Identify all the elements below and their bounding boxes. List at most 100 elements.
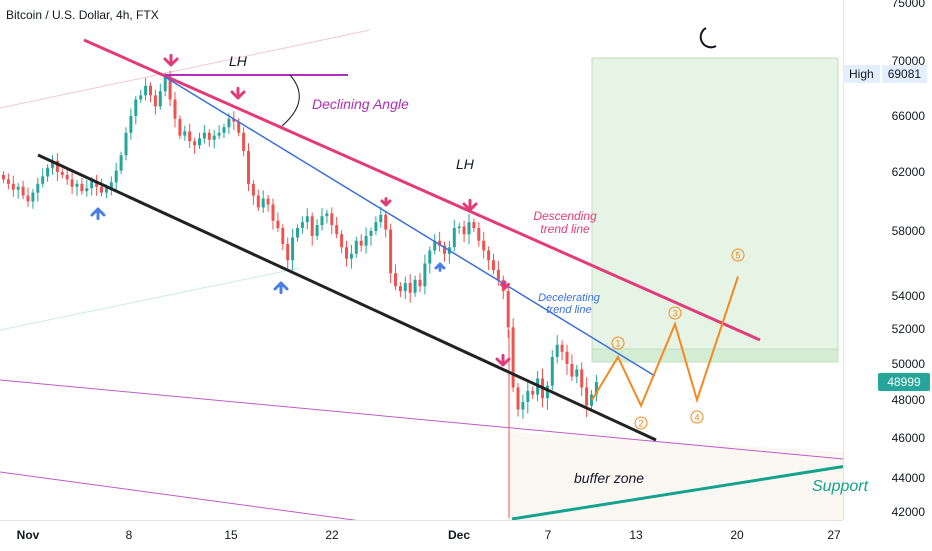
candle-body bbox=[65, 174, 69, 180]
wave-marker-5 bbox=[731, 248, 745, 262]
price-axis[interactable]: 75000 70000 66000 62000 58000 54000 52000 50000… bbox=[843, 0, 932, 520]
declining-angle-arc bbox=[281, 74, 300, 127]
candle-body bbox=[310, 216, 314, 236]
wave-number-3: 3 bbox=[672, 309, 677, 319]
candle-body bbox=[438, 240, 442, 246]
x-tick-label: Nov bbox=[16, 528, 40, 542]
candle-body bbox=[403, 283, 407, 292]
candle-body bbox=[423, 263, 427, 287]
candle-body bbox=[315, 225, 319, 236]
y-tick-label: 70000 bbox=[891, 54, 925, 68]
candle-body bbox=[296, 228, 299, 238]
candle-body bbox=[276, 220, 280, 229]
wave-marker-3 bbox=[668, 306, 682, 320]
candle-body bbox=[428, 250, 432, 264]
down-arrow-icon bbox=[500, 280, 510, 290]
candle-body bbox=[300, 222, 304, 229]
candle-body bbox=[384, 214, 388, 230]
candle-body bbox=[452, 228, 456, 248]
candle-body bbox=[193, 141, 197, 146]
descending-trend-line bbox=[83, 38, 761, 342]
high-value: 69081 bbox=[881, 65, 928, 83]
candle-body bbox=[389, 229, 393, 274]
candle-body bbox=[232, 118, 236, 122]
chart-title: Bitcoin / U.S. Dollar, 4h, FTX bbox=[6, 8, 159, 22]
candle-body bbox=[271, 204, 275, 221]
candle-body bbox=[521, 401, 525, 410]
channel-line-upper bbox=[0, 29, 371, 109]
entry-zone bbox=[591, 348, 839, 363]
candle-body bbox=[364, 235, 368, 246]
price-chart[interactable]: 1 2 3 4 5 bbox=[0, 0, 843, 520]
candle-body bbox=[158, 91, 162, 107]
time-axis[interactable]: Nov 8 15 22 Dec 7 13 20 27 bbox=[0, 520, 843, 551]
candle-body bbox=[183, 131, 187, 136]
candle-body bbox=[109, 182, 113, 189]
candle-body bbox=[526, 391, 530, 402]
decelerating-trend-label: Decelerating trend line bbox=[538, 292, 600, 316]
candle-body bbox=[6, 179, 10, 184]
candle-body bbox=[198, 138, 201, 146]
candle-body bbox=[340, 234, 344, 248]
candle-body bbox=[305, 216, 309, 223]
down-arrow-icon bbox=[230, 86, 246, 100]
y-tick-label: 50000 bbox=[891, 357, 925, 371]
candle-body bbox=[207, 132, 211, 140]
candle-body bbox=[506, 291, 510, 328]
x-tick-label: 8 bbox=[125, 528, 133, 542]
channel-line-lower bbox=[0, 267, 301, 331]
candle-body bbox=[472, 222, 476, 229]
candle-body bbox=[149, 85, 152, 96]
candle-body bbox=[129, 116, 133, 133]
candle-body bbox=[21, 186, 25, 196]
candle-body bbox=[555, 344, 559, 357]
candle-body bbox=[36, 183, 40, 193]
y-tick-label: 75000 bbox=[891, 0, 925, 10]
descending-trend-label: Descending trend line bbox=[533, 209, 597, 236]
y-tick-label: 52000 bbox=[891, 322, 925, 336]
down-arrow-icon bbox=[462, 198, 478, 212]
candle-body bbox=[46, 167, 50, 177]
candle-body bbox=[354, 240, 358, 254]
candle-body bbox=[173, 99, 177, 119]
candle-body bbox=[408, 283, 412, 293]
candle-body bbox=[11, 183, 15, 190]
candle-body bbox=[202, 132, 206, 139]
candle-body bbox=[55, 160, 59, 172]
candle-body bbox=[124, 132, 128, 156]
candle-body bbox=[570, 364, 574, 377]
candle-body bbox=[222, 127, 226, 133]
up-arrow-icon bbox=[434, 262, 446, 272]
x-tick-label: 22 bbox=[325, 528, 339, 542]
candle-body bbox=[496, 270, 500, 280]
candle-body bbox=[550, 357, 554, 386]
down-arrow-icon bbox=[380, 197, 392, 207]
candle-body bbox=[217, 132, 221, 136]
candle-body bbox=[51, 160, 54, 168]
high-tag: High bbox=[843, 65, 880, 83]
candle-body bbox=[379, 214, 383, 223]
wave-number-5: 5 bbox=[735, 251, 740, 261]
buffer-zone-label: buffer zone bbox=[574, 470, 645, 486]
y-tick-label: 54000 bbox=[891, 289, 925, 303]
candle-body bbox=[247, 151, 250, 184]
y-tick-label: 42000 bbox=[891, 505, 925, 519]
candle-body bbox=[462, 226, 466, 235]
candle-body bbox=[443, 245, 446, 254]
x-tick-label: 7 bbox=[544, 528, 552, 542]
x-tick-label: 20 bbox=[730, 528, 744, 542]
candle-body bbox=[227, 118, 231, 128]
candle-body bbox=[153, 95, 157, 107]
candle-body bbox=[100, 186, 103, 193]
candle-body bbox=[590, 394, 593, 406]
wave-marker-1 bbox=[611, 336, 625, 350]
candle-body bbox=[188, 131, 192, 142]
candle-body bbox=[90, 180, 94, 189]
wave-marker-4 bbox=[690, 410, 704, 424]
wave-number-1: 1 bbox=[615, 339, 620, 349]
candle-body bbox=[560, 344, 564, 352]
candle-body bbox=[482, 240, 486, 251]
candle-body bbox=[212, 135, 216, 140]
candle-body bbox=[325, 213, 329, 217]
candle-body bbox=[594, 382, 598, 395]
